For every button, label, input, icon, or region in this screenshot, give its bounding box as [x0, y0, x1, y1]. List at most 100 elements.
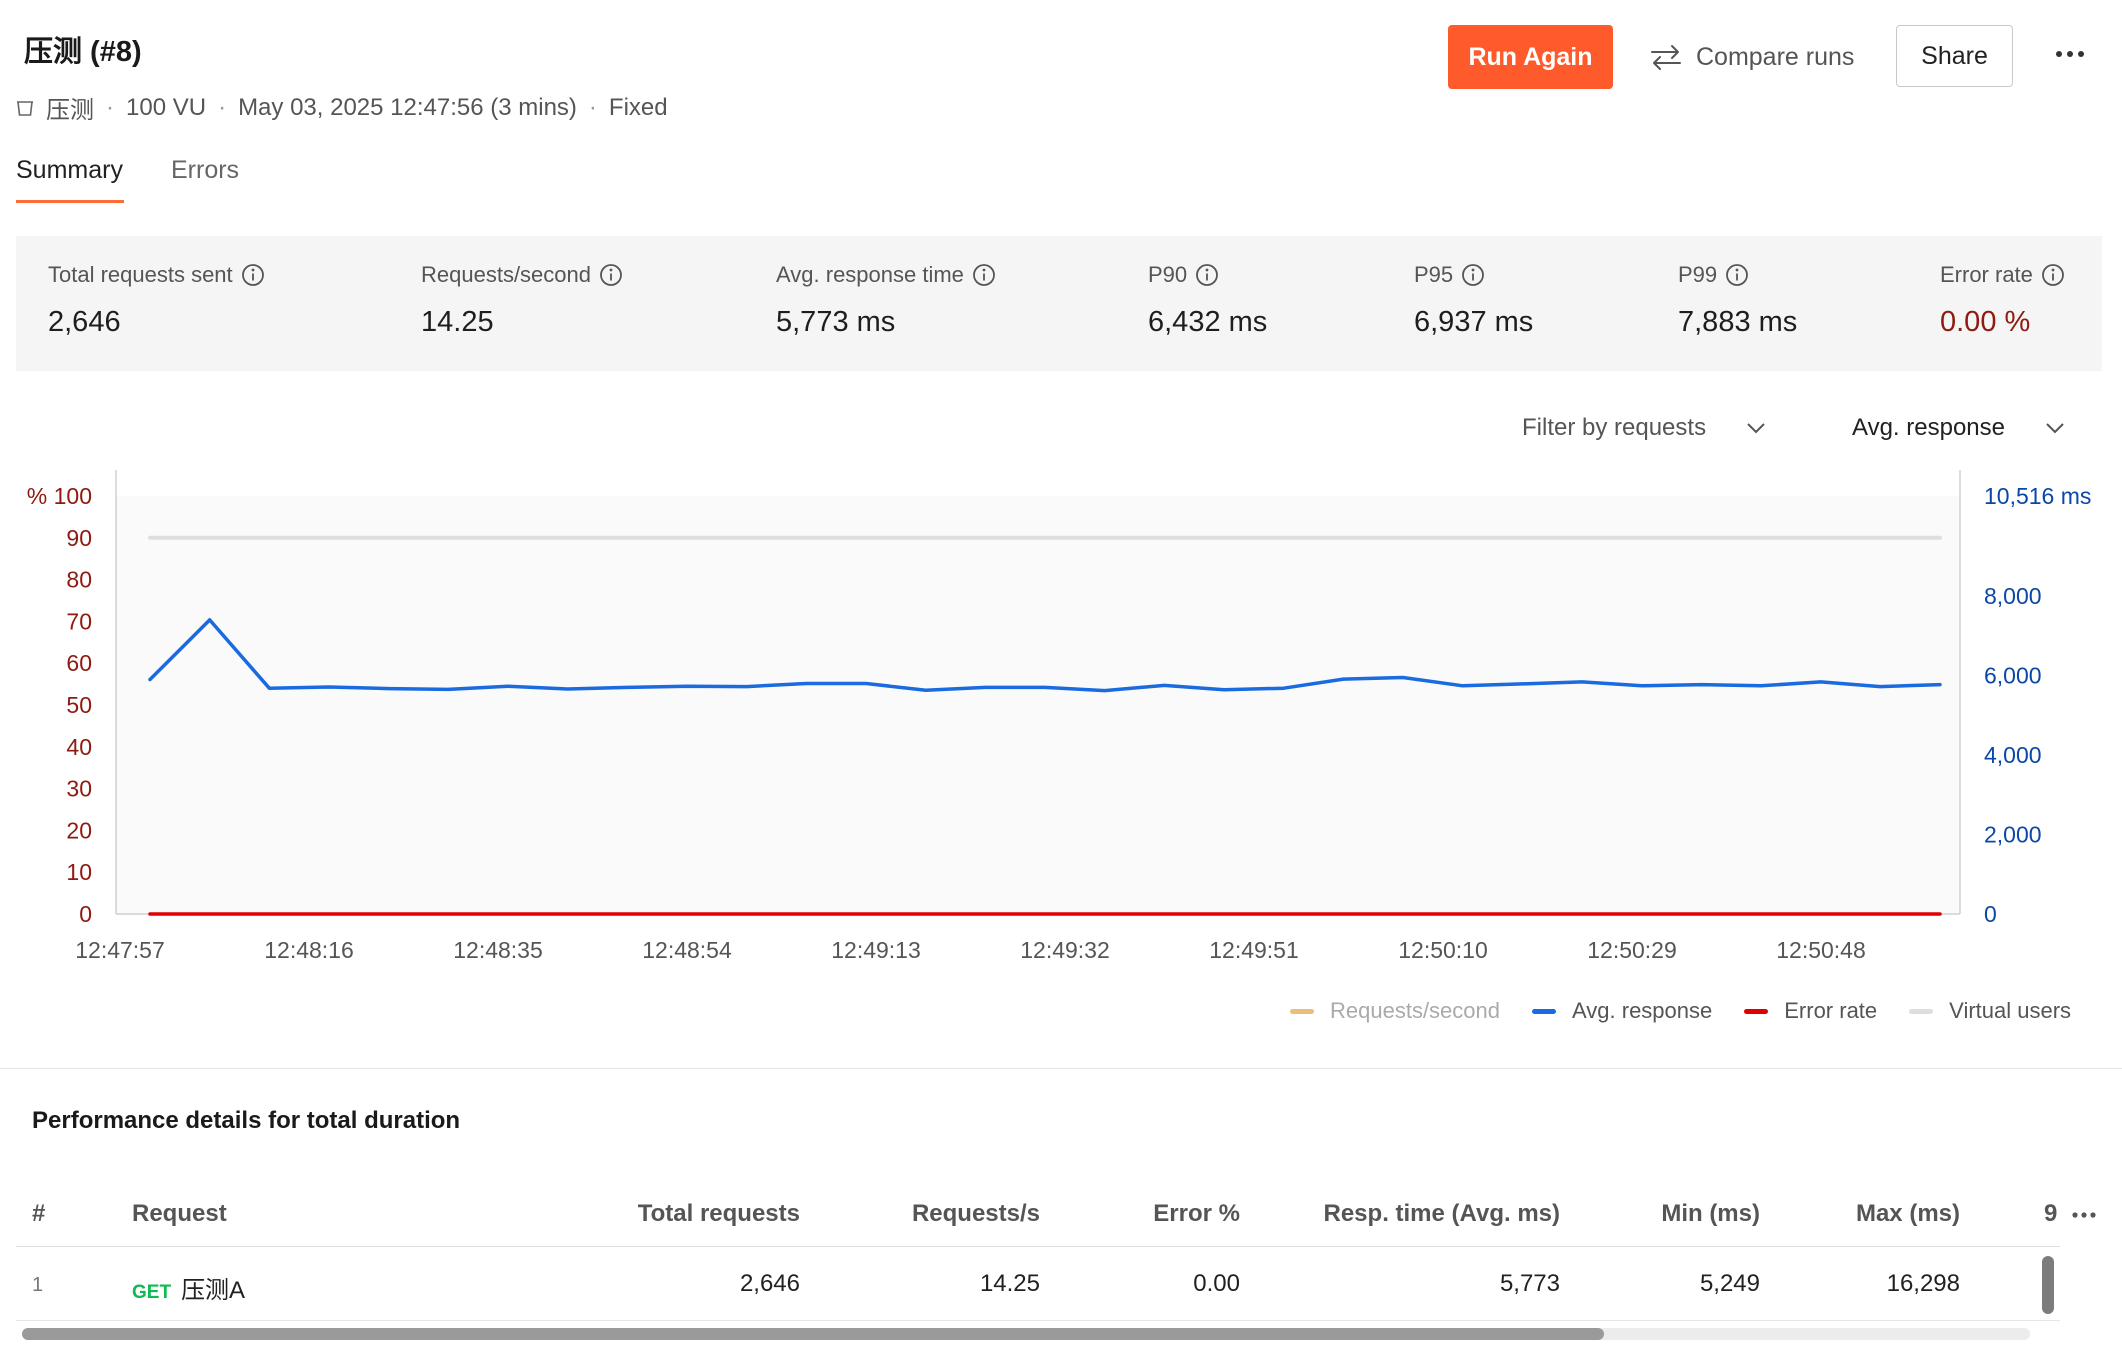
- right-tick-label: 6,000: [1984, 663, 2042, 689]
- legend-requests-per-second[interactable]: Requests/second: [1290, 998, 1500, 1024]
- info-icon[interactable]: [599, 263, 623, 287]
- run-datetime: May 03, 2025 12:47:56 (3 mins): [238, 93, 577, 121]
- stat-label: Error rate: [1940, 262, 2033, 287]
- left-tick-label: 60: [66, 650, 92, 676]
- stat-value: 6,937 ms: [1414, 306, 1534, 338]
- left-tick-label: % 100: [27, 483, 92, 509]
- right-tick-label: 10,516 ms: [1984, 483, 2091, 509]
- stat-value: 6,432 ms: [1148, 306, 1268, 338]
- right-tick-label: 2,000: [1984, 822, 2042, 848]
- performance-title: Performance details for total duration: [32, 1107, 461, 1134]
- info-icon[interactable]: [972, 263, 996, 287]
- x-tick-label: 12:48:54: [642, 937, 732, 963]
- legend-label: Avg. response: [1572, 998, 1713, 1023]
- x-tick-label: 12:50:29: [1587, 937, 1677, 963]
- share-button[interactable]: Share: [1896, 25, 2013, 87]
- legend-swatch: [1744, 1008, 1769, 1014]
- x-axis-ticks: 12:47:57 12:48:16 12:48:35 12:48:54 12:49:13…: [75, 937, 1866, 963]
- right-tick-label: 0: [1984, 901, 1997, 927]
- cell-total-requests: 2,646: [739, 1270, 800, 1297]
- tab-summary[interactable]: Summary: [16, 156, 123, 184]
- cell-resp-time-avg: 5,773: [1499, 1270, 1560, 1297]
- legend-swatch: [1290, 1008, 1314, 1014]
- left-tick-label: 40: [66, 734, 92, 760]
- table-row-divider: [16, 1320, 2060, 1321]
- compare-arrows-icon: [1651, 45, 1681, 70]
- x-tick-label: 12:48:35: [453, 937, 543, 963]
- load-profile: Fixed: [608, 93, 668, 121]
- right-tick-label: 4,000: [1984, 742, 2042, 768]
- legend-label: Virtual users: [1949, 998, 2072, 1023]
- horizontal-scrollbar-thumb[interactable]: [22, 1328, 1604, 1340]
- compare-runs-button[interactable]: Compare runs: [1650, 25, 1854, 89]
- column-header-request[interactable]: Request: [132, 1200, 227, 1227]
- stat-label: P99: [1678, 262, 1718, 287]
- active-tab-indicator: [16, 200, 124, 203]
- chevron-down-icon: [1747, 423, 1765, 434]
- legend-virtual-users[interactable]: Virtual users: [1909, 998, 2071, 1024]
- http-method-badge: GET: [132, 1282, 172, 1303]
- x-tick-label: 12:47:57: [75, 937, 165, 963]
- column-header-error-percent[interactable]: Error %: [1153, 1200, 1240, 1227]
- stat-value: 2,646: [48, 306, 121, 338]
- table-header-divider: [16, 1246, 2060, 1247]
- left-tick-label: 50: [66, 692, 92, 718]
- cell-min: 5,249: [1699, 1270, 1760, 1297]
- column-header-resp-time-avg[interactable]: Resp. time (Avg. ms): [1323, 1200, 1561, 1227]
- compare-runs-label: Compare runs: [1696, 42, 1855, 71]
- metric-dropdown[interactable]: Avg. response: [1852, 410, 2065, 446]
- info-icon[interactable]: [1461, 263, 1485, 287]
- x-tick-label: 12:49:51: [1209, 937, 1299, 963]
- left-tick-label: 20: [66, 817, 92, 843]
- left-axis-ticks: % 100 90 80 70 60 50 40 30 20 10 0: [27, 483, 92, 927]
- column-header-truncated[interactable]: 9: [2044, 1200, 2058, 1227]
- info-icon[interactable]: [1195, 263, 1219, 287]
- more-options-icon[interactable]: [2052, 36, 2088, 72]
- cell-error-percent: 0.00: [1193, 1270, 1240, 1297]
- vertical-scrollbar-thumb[interactable]: [2042, 1256, 2054, 1314]
- x-tick-label: 12:50:10: [1398, 937, 1488, 963]
- column-header-requests-per-second[interactable]: Requests/s: [911, 1200, 1040, 1227]
- left-tick-label: 0: [79, 901, 92, 927]
- chart-legend: Requests/second Avg. response Error rate…: [1290, 998, 2071, 1024]
- x-tick-label: 12:48:16: [264, 937, 354, 963]
- collection-name[interactable]: 压测: [46, 97, 94, 124]
- series-avg-response-line[interactable]: [148, 618, 1942, 693]
- legend-label: Requests/second: [1330, 998, 1500, 1023]
- stat-value: 0.00 %: [1940, 306, 2031, 338]
- stat-value: 5,773 ms: [776, 306, 896, 338]
- stat-label: P90: [1148, 262, 1188, 287]
- run-again-button[interactable]: Run Again: [1448, 25, 1613, 89]
- left-tick-label: 90: [66, 525, 92, 551]
- x-tick-label: 12:49:32: [1020, 937, 1110, 963]
- left-tick-label: 70: [66, 608, 92, 634]
- stat-label: Avg. response time: [776, 262, 964, 287]
- column-header-index: #: [32, 1200, 46, 1227]
- stat-value: 7,883 ms: [1678, 306, 1798, 338]
- x-tick-label: 12:50:48: [1776, 937, 1866, 963]
- legend-swatch: [1532, 1008, 1556, 1014]
- legend-avg-response[interactable]: Avg. response: [1532, 998, 1712, 1024]
- info-icon[interactable]: [2041, 263, 2065, 287]
- legend-label: Error rate: [1784, 998, 1878, 1023]
- stat-value: 14.25: [421, 306, 494, 338]
- request-name-cell[interactable]: GET 压测A: [132, 1270, 245, 1305]
- metric-label: Avg. response: [1852, 414, 2005, 441]
- tab-errors[interactable]: Errors: [171, 156, 240, 184]
- column-header-max[interactable]: Max (ms): [1855, 1200, 1960, 1227]
- row-index: 1: [32, 1274, 44, 1296]
- column-header-total-requests[interactable]: Total requests: [637, 1200, 800, 1227]
- filter-by-requests-dropdown[interactable]: Filter by requests: [1522, 410, 1766, 446]
- column-header-min[interactable]: Min (ms): [1661, 1200, 1760, 1227]
- virtual-users: 100 VU: [126, 93, 207, 121]
- legend-error-rate[interactable]: Error rate: [1744, 998, 1877, 1024]
- left-tick-label: 10: [66, 859, 92, 885]
- left-tick-label: 30: [66, 776, 92, 802]
- left-tick-label: 80: [66, 567, 92, 593]
- info-icon[interactable]: [1725, 263, 1749, 287]
- cell-requests-per-second: 14.25: [979, 1270, 1040, 1297]
- right-tick-label: 8,000: [1984, 583, 2042, 609]
- column-options-icon[interactable]: [2072, 1206, 2096, 1224]
- info-icon[interactable]: [241, 263, 265, 287]
- stat-label: Total requests sent: [48, 262, 233, 287]
